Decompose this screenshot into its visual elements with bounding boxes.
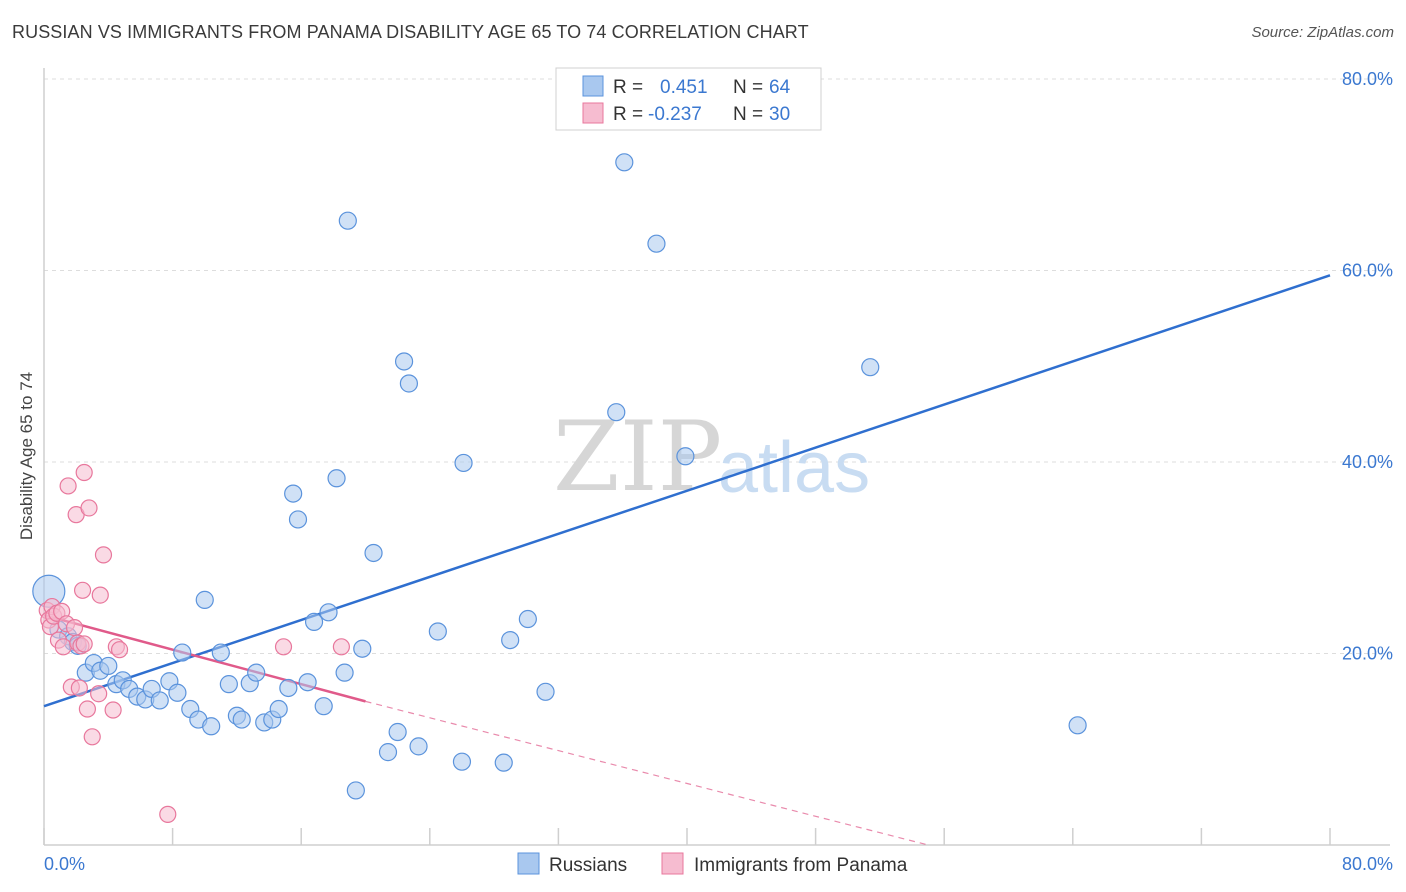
- russians-point: [168, 683, 187, 702]
- panama-point: [80, 499, 98, 517]
- russians-point: [428, 622, 447, 641]
- russians-point: [452, 752, 472, 771]
- panama-trend-extension: [365, 700, 929, 846]
- russians-point: [1068, 716, 1087, 735]
- y-tick-label-3: 80.0%: [1342, 69, 1393, 89]
- bottom-legend-swatch-russians: [517, 852, 540, 875]
- y-tick-labels: 20.0% 40.0% 60.0% 80.0%: [1342, 69, 1393, 664]
- panama-point: [78, 700, 97, 718]
- russians-point: [378, 743, 398, 762]
- russians-point: [409, 737, 428, 756]
- panama-point: [94, 546, 113, 564]
- russians-point: [615, 153, 634, 172]
- russians-point: [314, 697, 333, 716]
- panama-points: [38, 463, 350, 823]
- panama-point: [54, 638, 72, 656]
- panama-point: [59, 477, 77, 495]
- russians-trend-line: [43, 274, 1331, 708]
- russians-point: [247, 663, 266, 682]
- russians-points: [32, 67, 1087, 800]
- bottom-legend-label-russians: Russians: [549, 855, 627, 876]
- panama-point: [91, 586, 109, 604]
- panama-point: [83, 728, 101, 746]
- russians-point: [150, 691, 169, 710]
- russians-point: [335, 663, 354, 682]
- watermark-zip: ZIP: [553, 401, 722, 513]
- russians-point: [346, 781, 365, 800]
- bottom-legend-swatch-panama: [661, 852, 684, 875]
- x-tick-label-max: 80.0%: [1342, 854, 1393, 874]
- russians-point: [304, 612, 324, 632]
- legend-r-value-1: 0.451: [660, 77, 708, 98]
- russians-point: [211, 643, 230, 662]
- russians-point: [279, 678, 298, 698]
- russians-point: [364, 543, 383, 563]
- chart-title: RUSSIAN VS IMMIGRANTS FROM PANAMA DISABI…: [12, 22, 809, 42]
- panama-point: [274, 638, 293, 656]
- russians-point: [399, 374, 419, 393]
- russians-point: [536, 682, 555, 701]
- russians-point: [319, 603, 338, 622]
- y-tick-label-1: 40.0%: [1342, 452, 1393, 472]
- russians-point: [269, 699, 288, 719]
- x-ticks: [43, 828, 1331, 845]
- russians-point: [298, 673, 317, 692]
- legend-n-label-1: N =: [733, 77, 763, 98]
- russians-point: [99, 656, 118, 676]
- legend-r-label-2: R =: [613, 104, 643, 125]
- russians-point: [388, 722, 407, 742]
- russians-point: [501, 630, 520, 650]
- legend-n-value-1: 64: [769, 77, 791, 98]
- russians-point: [353, 639, 372, 658]
- top-legend: R = 0.451 N = 64 R = -0.237 N = 30: [555, 67, 822, 131]
- russians-point: [173, 643, 192, 662]
- panama-point: [65, 619, 84, 637]
- panama-point: [332, 638, 350, 656]
- russians-point: [494, 753, 513, 772]
- russians-point: [676, 447, 695, 466]
- legend-r-value-2: -0.237: [648, 104, 702, 125]
- y-tick-label-2: 60.0%: [1342, 261, 1393, 281]
- russians-point: [327, 469, 346, 488]
- russians-point: [518, 609, 537, 629]
- x-tick-label-min: 0.0%: [44, 854, 85, 874]
- legend-n-label-2: N =: [733, 104, 763, 125]
- russians-point: [454, 453, 473, 473]
- panama-point: [75, 635, 93, 653]
- panama-point: [75, 463, 93, 482]
- panama-point: [90, 685, 108, 703]
- watermark-atlas: atlas: [718, 428, 870, 508]
- panama-point: [110, 641, 129, 659]
- watermark: ZIP atlas: [553, 401, 870, 513]
- legend-swatch-panama: [582, 102, 604, 124]
- bottom-legend: Russians Immigrants from Panama: [517, 852, 908, 876]
- russians-point: [195, 590, 214, 609]
- axes: [43, 68, 1390, 846]
- russians-point: [861, 358, 880, 377]
- russians-point: [284, 484, 303, 503]
- russians-point: [394, 352, 414, 371]
- panama-point: [70, 679, 88, 697]
- russians-point: [647, 234, 666, 253]
- bottom-legend-label-panama: Immigrants from Panama: [694, 855, 908, 876]
- legend-swatch-russians: [582, 75, 604, 97]
- gridlines: [44, 78, 1390, 654]
- russians-point: [219, 675, 238, 694]
- russians-point: [338, 211, 357, 230]
- russians-point: [288, 510, 308, 529]
- panama-point: [73, 581, 92, 599]
- russians-point: [607, 403, 626, 422]
- legend-r-label-1: R =: [613, 77, 643, 98]
- russians-point: [202, 717, 221, 736]
- legend-n-value-2: 30: [769, 104, 790, 125]
- y-tick-label-0: 20.0%: [1342, 644, 1393, 664]
- source-label: Source: ZipAtlas.com: [1251, 24, 1394, 41]
- panama-point: [159, 805, 177, 823]
- russians-point: [232, 710, 251, 729]
- trend-lines: [43, 274, 1331, 846]
- y-axis-label: Disability Age 65 to 74: [17, 372, 36, 540]
- panama-point: [104, 701, 122, 719]
